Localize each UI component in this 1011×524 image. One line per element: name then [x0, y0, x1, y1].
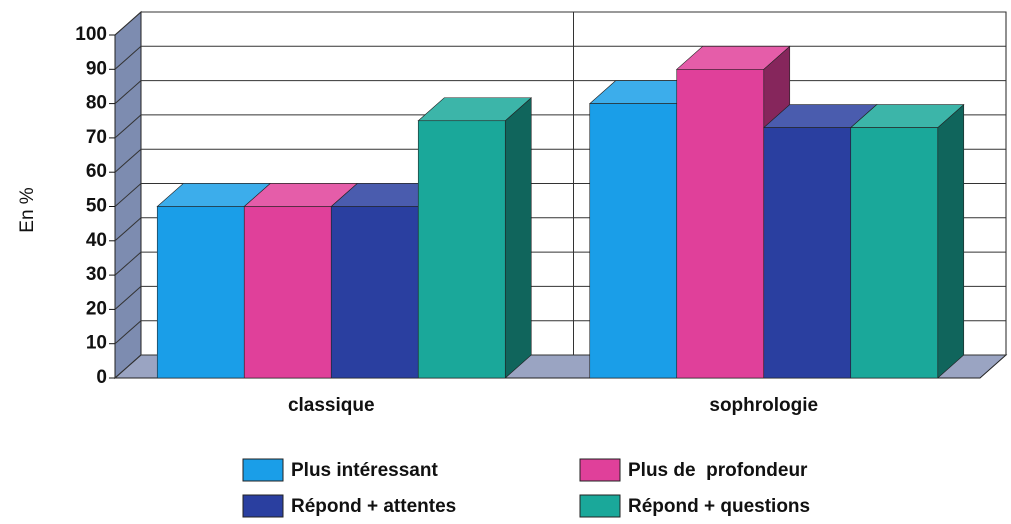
legend-swatch	[242, 458, 284, 482]
y-tick-label: 20	[86, 298, 107, 319]
y-tick-label: 40	[86, 230, 107, 251]
y-tick-label: 50	[86, 196, 107, 217]
grid-line	[114, 148, 142, 173]
grid-line	[114, 320, 142, 345]
legend-label: Répond + questions	[628, 496, 810, 517]
y-tick-label: 70	[86, 127, 107, 148]
x-tick-label: sophrologie	[709, 395, 818, 416]
bar	[589, 103, 678, 379]
bar-side	[504, 97, 532, 379]
grid-line	[114, 183, 142, 207]
bar	[417, 120, 506, 379]
grid-line	[114, 114, 142, 139]
grid-line	[114, 354, 142, 379]
y-tick-label: 80	[86, 93, 107, 114]
grid-line	[114, 80, 142, 104]
grid-line	[114, 217, 142, 242]
grid-line	[114, 251, 142, 276]
y-axis-label: En %	[17, 187, 38, 233]
legend-label: Répond + attentes	[291, 496, 456, 517]
legend-swatch	[242, 494, 284, 518]
bar	[676, 69, 765, 379]
bar	[850, 127, 939, 379]
y-tick-label: 0	[96, 367, 107, 388]
bar	[763, 127, 852, 379]
legend-label: Plus de profondeur	[628, 460, 808, 481]
y-tick-label: 30	[86, 264, 107, 285]
grid-line	[114, 11, 142, 36]
legend-swatch	[579, 494, 621, 518]
y-tick-label: 60	[86, 161, 107, 182]
legend-swatch	[579, 458, 621, 482]
legend-label: Plus intéressant	[291, 460, 438, 481]
x-tick-label: classique	[288, 395, 375, 416]
grid-line	[114, 286, 142, 310]
grid-line	[114, 45, 142, 70]
bar	[330, 206, 419, 379]
bar	[243, 206, 332, 379]
y-tick-label: 100	[75, 24, 107, 45]
bar-side	[937, 103, 965, 379]
y-tick-label: 10	[86, 333, 107, 354]
bar	[156, 206, 245, 379]
y-tick-label: 90	[86, 58, 107, 79]
